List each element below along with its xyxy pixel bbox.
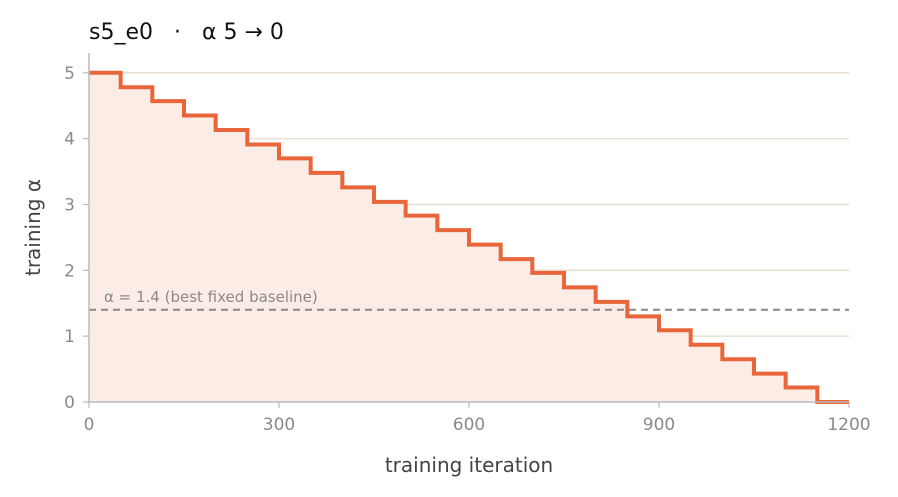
x-axis-label: training iteration <box>385 453 553 477</box>
x-tick-label: 1200 <box>827 415 870 435</box>
y-tick-label: 3 <box>64 195 75 215</box>
y-tick-label: 1 <box>64 327 75 347</box>
y-tick-label: 4 <box>64 130 75 150</box>
y-tick-label: 2 <box>64 261 75 281</box>
x-tick-label: 600 <box>453 415 485 435</box>
y-axis-label: training α <box>21 179 45 276</box>
y-tick-label: 5 <box>64 64 75 84</box>
chart-title: s5_e0 · α 5 → 0 <box>89 20 284 45</box>
x-tick-label: 0 <box>84 415 95 435</box>
x-tick-label: 300 <box>263 415 295 435</box>
y-ticks: 0 1 2 3 4 5 <box>64 64 89 413</box>
y-tick-label: 0 <box>64 393 75 413</box>
reference-line-label: α = 1.4 (best fixed baseline) <box>104 288 318 306</box>
series-line <box>89 70 849 404</box>
x-tick-label: 900 <box>643 415 675 435</box>
x-ticks: 0 300 600 900 1200 <box>84 402 871 435</box>
